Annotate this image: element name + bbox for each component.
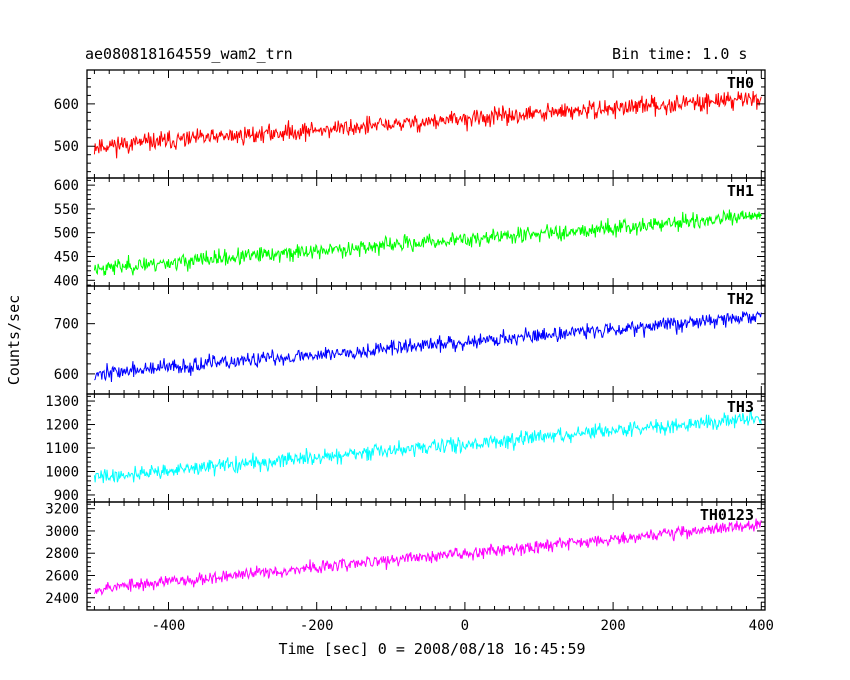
chart-title: ae080818164559_wam2_trn [85, 45, 293, 63]
y-tick-label: 1000 [45, 464, 79, 480]
panel-frame [86, 285, 766, 395]
panel-frame [86, 177, 766, 287]
x-axis: -400 -200 0 200 400 [152, 618, 774, 634]
y-tick-label: 600 [54, 97, 79, 113]
series-label: TH3 [727, 398, 754, 416]
y-tick-label: 3000 [45, 524, 79, 540]
y-tick-label: 400 [54, 273, 79, 289]
y-tick-label: 900 [54, 488, 79, 504]
y-tick-label: 2600 [45, 568, 79, 584]
x-axis-label: Time [sec] 0 = 2008/08/18 16:45:59 [278, 640, 585, 658]
y-tick-label: 700 [54, 317, 79, 333]
y-tick-label: 600 [54, 178, 79, 194]
series-line-th1 [93, 209, 762, 276]
y-tick-label: 2800 [45, 546, 79, 562]
y-tick-label: 600 [54, 367, 79, 383]
series-label: TH0 [727, 74, 754, 92]
series-label: TH1 [727, 182, 754, 200]
y-tick-label: 3200 [45, 502, 79, 518]
series-label: TH2 [727, 290, 754, 308]
series-line-th0 [93, 91, 762, 159]
panel-th2: 600 700 TH2 [54, 285, 766, 395]
y-tick-label: 1200 [45, 418, 79, 434]
panel-frame [86, 501, 766, 611]
y-tick-label: 1300 [45, 394, 79, 410]
y-tick-label: 500 [54, 226, 79, 242]
x-tick-label: 400 [749, 618, 774, 634]
y-tick-label: 450 [54, 250, 79, 266]
series-line-th3 [93, 408, 762, 484]
y-tick-label: 2400 [45, 591, 79, 607]
panels-group: 500 600 TH0 400 450 500 550 600 TH1 600 700 TH2 900 1… [45, 69, 766, 611]
y-tick-label: 1100 [45, 441, 79, 457]
y-tick-label: 550 [54, 202, 79, 218]
panel-frame [86, 69, 766, 179]
panel-th1: 400 450 500 550 600 TH1 [54, 177, 766, 289]
panel-th0: 500 600 TH0 [54, 69, 766, 179]
series-line-th2 [94, 310, 762, 383]
x-tick-label: -400 [152, 618, 186, 634]
x-tick-label: -200 [300, 618, 334, 634]
y-tick-label: 500 [54, 139, 79, 155]
panel-th3: 900 1000 1100 1200 1300 TH3 [45, 393, 766, 504]
series-label: TH0123 [700, 506, 754, 524]
bin-time-label: Bin time: 1.0 s [612, 45, 748, 63]
x-tick-label: 200 [600, 618, 625, 634]
y-axis-label: Counts/sec [5, 295, 23, 385]
panel-th0123: 2400 2600 2800 3000 3200 TH0123 [45, 501, 766, 611]
series-line-th0123 [93, 518, 762, 596]
panel-frame [86, 393, 766, 503]
x-tick-label: 0 [461, 618, 469, 634]
